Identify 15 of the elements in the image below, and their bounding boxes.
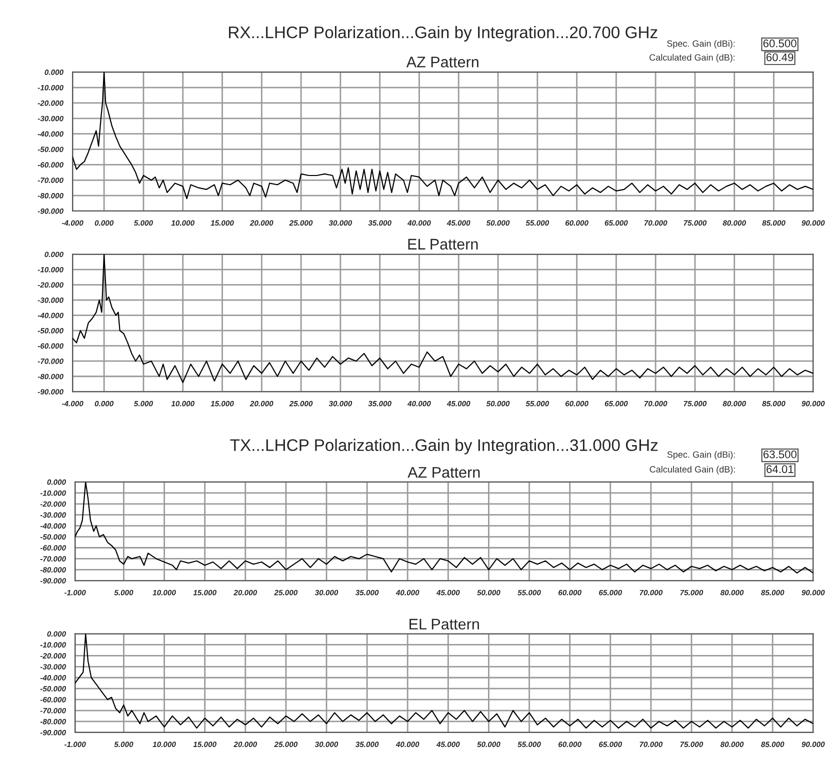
text: Calculated Gain (dB):: [650, 466, 735, 474]
text: 60.500: [763, 39, 796, 48]
text: Spec. Gain (dBi):: [667, 451, 735, 460]
text: 63.500: [764, 450, 796, 458]
text: 60.49: [766, 53, 794, 62]
line-series: [75, 634, 814, 729]
text: 64.01: [766, 465, 794, 474]
chart-title: EL Pattern: [410, 618, 479, 630]
text: Spec. Gain (dBi):: [667, 40, 735, 49]
chart-title: TX...LHCP Polarization...Gain by Integration...31.000 GHz: [230, 438, 658, 454]
chart-title: RX...LHCP Polarization...Gain by Integration...20.700 GHz: [228, 26, 658, 42]
chart-title: EL Pattern: [408, 238, 478, 250]
text: Calculated Gain (dB):: [650, 54, 735, 62]
chart-subtitle: AZ Pattern: [408, 467, 480, 478]
chart-subtitle: AZ Pattern: [406, 56, 478, 68]
